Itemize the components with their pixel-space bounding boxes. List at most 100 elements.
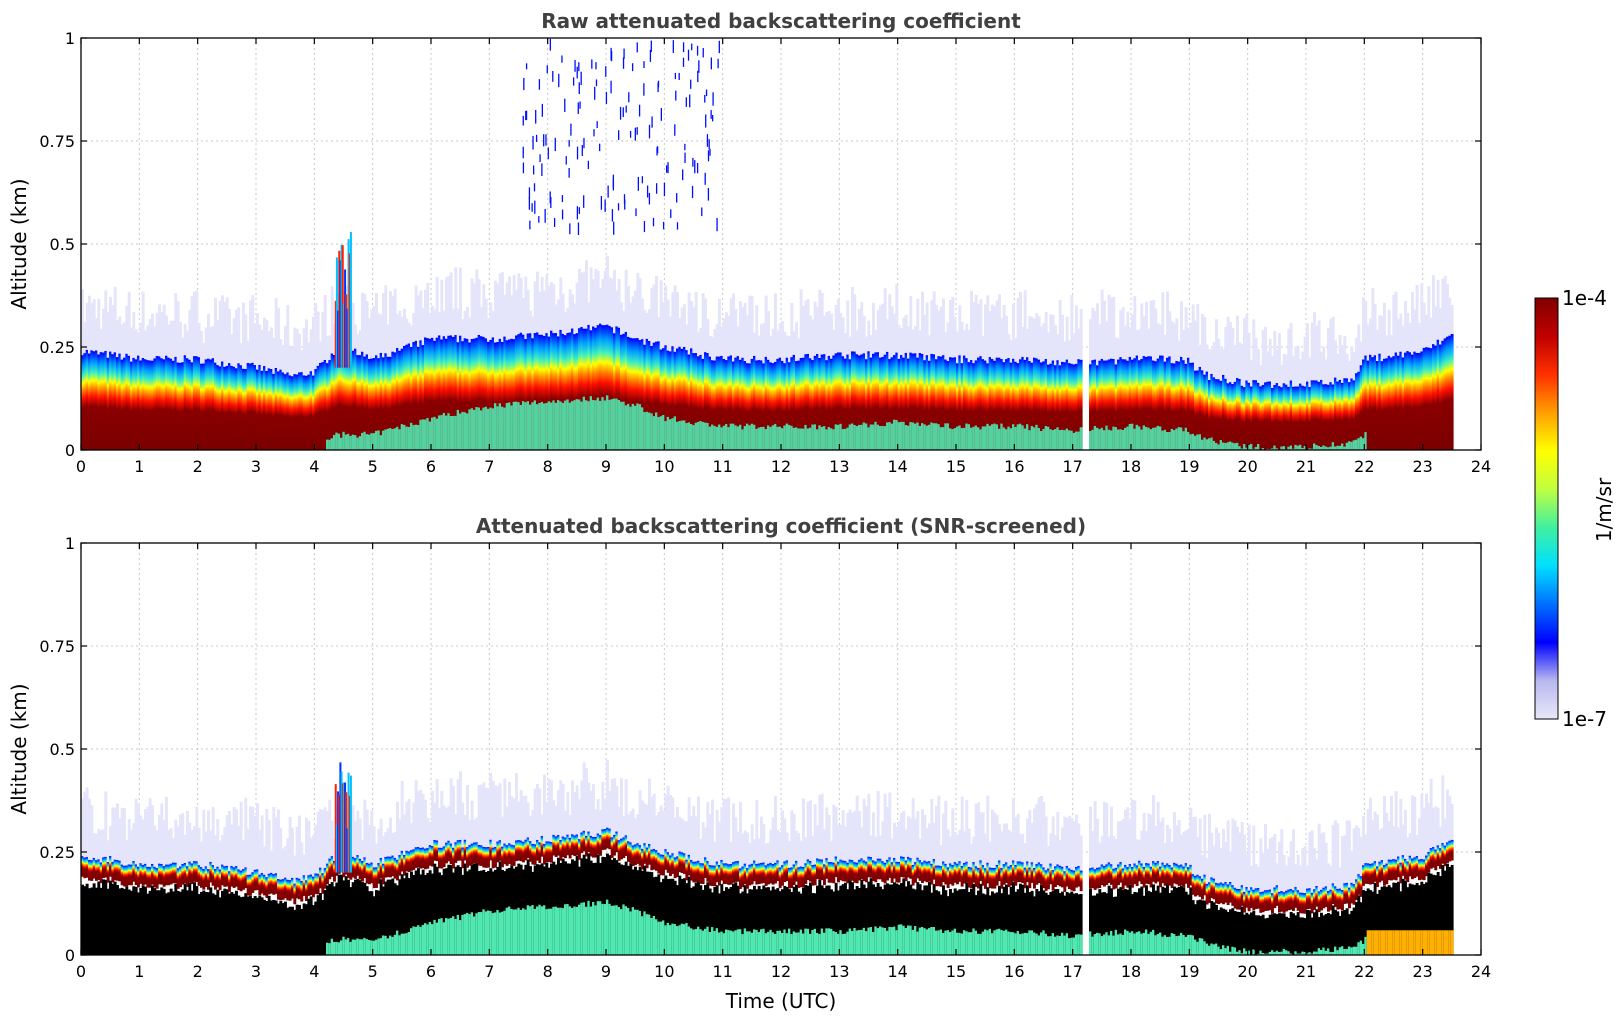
x-tick-label: 18 <box>1121 962 1141 981</box>
layer-cell <box>370 862 374 884</box>
screened-cell <box>1299 917 1302 955</box>
lowlevel-cell <box>1196 941 1200 955</box>
haze-cell <box>816 825 819 859</box>
noise-speckle <box>569 223 571 235</box>
layer-cell <box>615 831 619 853</box>
layer-cell <box>1051 870 1055 891</box>
haze-cell <box>1009 339 1013 363</box>
haze-cell <box>1119 821 1123 863</box>
haze-cell <box>438 807 441 848</box>
screened-cell <box>246 896 250 955</box>
x-axis-label: Time (UTC) <box>725 989 837 1013</box>
layer-cell <box>741 357 745 450</box>
haze-cell <box>1420 794 1424 860</box>
lowlevel-cell <box>1023 932 1027 955</box>
screened-cell <box>463 863 467 955</box>
layer-cell <box>1245 887 1249 908</box>
haze-cell <box>1014 817 1018 866</box>
layer-cell <box>1313 380 1316 450</box>
haze-cell <box>407 322 411 344</box>
layer-cell <box>251 872 255 893</box>
layer-cell <box>767 863 770 885</box>
layer-cell <box>424 337 427 450</box>
haze-cell <box>480 307 483 337</box>
haze-cell <box>706 802 710 862</box>
haze-cell <box>524 276 528 340</box>
layer-cell <box>799 866 803 888</box>
haze-cell <box>930 300 934 354</box>
screened-cell <box>358 880 362 955</box>
screened-cell <box>99 887 103 955</box>
layer-cell <box>1149 356 1153 450</box>
haze-cell <box>776 330 780 359</box>
screened-cell <box>645 871 649 955</box>
lowlevel-cell <box>865 423 868 450</box>
haze-cell <box>1051 816 1055 871</box>
haze-cell <box>547 285 551 337</box>
lowlevel-cell <box>1026 424 1029 450</box>
layer-cell <box>109 856 112 877</box>
lowlevel-cell <box>669 925 672 955</box>
lowlevel-cell <box>398 429 402 450</box>
layer-cell <box>319 867 322 889</box>
layer-cell <box>494 847 497 868</box>
lowlevel-cell <box>1229 951 1232 955</box>
screened-cell <box>1448 866 1452 955</box>
haze-cell <box>823 829 826 865</box>
lowlevel-cell <box>340 940 343 955</box>
screened-cell <box>923 885 927 955</box>
lowlevel-cell <box>909 925 913 955</box>
haze-cell <box>1096 303 1099 366</box>
layer-cell <box>771 363 775 450</box>
lowlevel-cell <box>384 429 388 450</box>
haze-cell <box>302 854 306 876</box>
lowlevel-cell <box>1233 443 1237 450</box>
lowlevel-cell <box>1373 930 1377 955</box>
lowlevel-cell <box>1215 943 1218 955</box>
layer-cell <box>687 854 691 876</box>
layer-cell <box>923 860 927 882</box>
haze-cell <box>1154 308 1158 362</box>
screened-cell <box>722 890 726 955</box>
haze-cell <box>104 791 108 857</box>
haze-cell <box>1259 838 1263 893</box>
layer-cell <box>454 842 458 863</box>
haze-cell <box>967 828 971 867</box>
screened-cell <box>1345 908 1349 955</box>
haze-cell <box>972 301 976 364</box>
layer-cell <box>669 351 672 450</box>
layer-cell <box>1100 358 1104 450</box>
haze-cell <box>785 832 789 861</box>
lowlevel-cell <box>1245 951 1249 955</box>
noise-speckle <box>665 165 668 173</box>
layer-cell <box>732 862 735 883</box>
haze-cell <box>1110 806 1113 865</box>
lowlevel-cell <box>1191 935 1195 955</box>
lowlevel-cell <box>1308 952 1312 955</box>
haze-cell <box>1406 837 1410 862</box>
haze-cell <box>1385 812 1389 864</box>
lowlevel-cell <box>435 418 439 450</box>
screened-cell <box>1313 912 1316 955</box>
haze-cell <box>827 815 831 863</box>
lowlevel-cell <box>1058 430 1062 450</box>
lowlevel-cell <box>1177 935 1181 955</box>
lowlevel-cell <box>991 933 994 955</box>
haze-cell <box>904 314 908 353</box>
layer-cell <box>473 338 476 450</box>
layer-cell <box>1065 359 1069 450</box>
layer-cell <box>729 355 733 450</box>
haze-cell <box>937 310 941 357</box>
haze-cell <box>708 336 712 357</box>
plume-cell <box>342 782 345 873</box>
lowlevel-cell <box>683 924 686 955</box>
lowlevel-cell <box>1037 935 1041 955</box>
lowlevel-cell <box>1194 939 1197 955</box>
haze-cell <box>1348 820 1351 888</box>
haze-cell <box>85 787 89 858</box>
haze-cell <box>120 324 124 360</box>
lowlevel-cell <box>701 930 705 955</box>
lowlevel-cell <box>522 401 525 450</box>
haze-cell <box>104 290 108 351</box>
lowlevel-cell <box>771 932 775 955</box>
